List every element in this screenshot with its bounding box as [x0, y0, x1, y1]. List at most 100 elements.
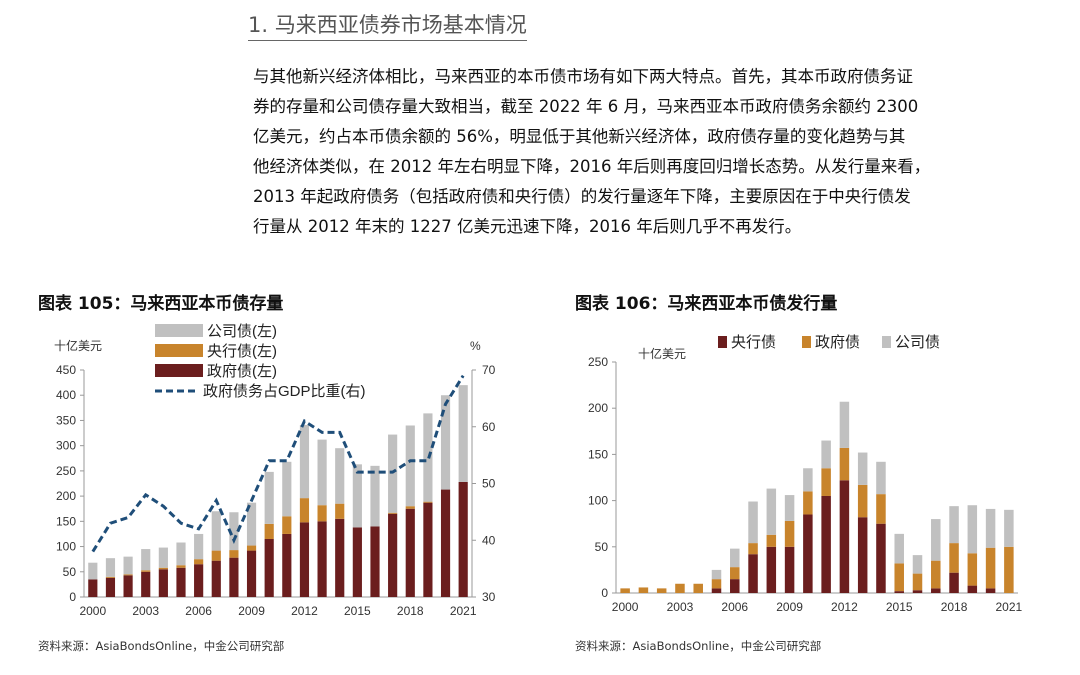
bar-segment	[458, 481, 468, 597]
bar-segment	[857, 484, 868, 518]
bar-segment	[876, 523, 886, 593]
chart-issuance: 0 50 100 150 200 250 十亿美元 2000 2003 2006 2009 2012 2…	[588, 334, 1023, 614]
x-tick-label: 2009	[776, 600, 803, 614]
bar-segment	[803, 514, 813, 593]
bar-segment	[876, 461, 886, 495]
x-tick-label: 2009	[238, 604, 265, 618]
bar-segment	[335, 518, 345, 597]
y2-tick-label: 40	[482, 533, 496, 547]
y-tick-label: 300	[56, 439, 76, 453]
figure2-source: 资料来源：AsiaBondsOnline，中金公司研究部	[575, 639, 822, 653]
bar-segment	[282, 533, 292, 597]
series-line	[91, 374, 465, 553]
bar-segment	[766, 488, 777, 535]
legend-label: 政府债(左)	[207, 363, 277, 380]
bar-segment	[711, 579, 722, 589]
bar-segment	[229, 550, 239, 558]
chart-outstanding-stock: 0 50 100 150 200 250 300 350 400 450 十亿美元 2000 2003 2…	[54, 323, 496, 618]
x-tick-label: 2021	[996, 600, 1023, 614]
y-axis-label: 十亿美元	[54, 338, 102, 353]
bar-segment	[967, 585, 978, 593]
bar-segment	[211, 560, 221, 597]
bar-segment	[1004, 546, 1014, 593]
bar-segment	[423, 501, 433, 503]
x-tick-label: 2003	[132, 604, 159, 618]
y-tick-label: 100	[588, 494, 608, 508]
paragraph-line: 2013 年起政府债务（包括政府债和央行债）的发行量逐年下降，主要原因在于中央行…	[253, 187, 911, 206]
bar-segment	[246, 545, 257, 551]
legend-swatch	[155, 324, 203, 337]
legend-swatch	[155, 364, 203, 377]
bar-segment	[912, 573, 923, 591]
bar-segment	[839, 401, 850, 448]
bar-segment	[894, 563, 904, 592]
bar-segment	[839, 480, 850, 593]
bar-segment	[105, 576, 116, 578]
bar-segment	[352, 527, 362, 597]
y2-axis-label: %	[470, 339, 481, 353]
bar-segment	[176, 567, 186, 597]
paragraph-line: 与其他新兴经济体相比，马来西亚的本币债市场有如下两大特点。首先，其本币政府债务证	[253, 67, 913, 86]
bar-segment	[912, 590, 923, 593]
bar-segment	[985, 508, 996, 548]
bar-segment	[123, 556, 133, 575]
y-tick-label: 150	[56, 514, 76, 528]
bar-segment	[839, 447, 850, 481]
bar-segment	[784, 495, 795, 521]
legend-label: 公司债(左)	[207, 323, 277, 340]
x-tick-label: 2015	[344, 604, 371, 618]
bar-segment	[158, 567, 168, 570]
bar-segment	[748, 543, 758, 555]
bar-segment	[821, 440, 831, 469]
bar-segment	[821, 468, 831, 496]
bar-segment	[784, 520, 795, 547]
bar-segment	[766, 546, 777, 593]
bar-segment	[821, 495, 831, 593]
bar-segment	[141, 570, 151, 572]
paragraph-line: 他经济体类似，在 2012 年左右明显下降，2016 年后则再度回归增长态势。从…	[253, 157, 931, 176]
legend-label: 政府债	[815, 334, 860, 351]
bar-segment	[352, 464, 362, 528]
bar-segment	[282, 461, 292, 517]
legend-swatch	[155, 344, 203, 357]
y-axis-label: 十亿美元	[638, 346, 686, 361]
bar-segment	[405, 425, 415, 507]
bar-segment	[246, 502, 257, 546]
bar-segment	[423, 502, 433, 597]
figure2-title: 图表 106：马来西亚本币债发行量	[575, 294, 838, 314]
x-tick-label: 2018	[941, 600, 968, 614]
x-tick-label: 2015	[886, 600, 913, 614]
x-tick-label: 2000	[79, 604, 106, 618]
bar-segment	[370, 526, 380, 597]
bar-segment	[857, 517, 868, 593]
bar-segment	[985, 588, 996, 593]
y-tick-label: 400	[56, 388, 76, 402]
paragraph-line: 券的存量和公司债存量大致相当，截至 2022 年 6 月，马来西亚本币政府债务余…	[253, 97, 919, 116]
y-tick-label: 200	[56, 489, 76, 503]
y-tick-label: 50	[595, 540, 609, 554]
bar-segment	[440, 489, 451, 597]
y-tick-label: 350	[56, 413, 76, 427]
bar-segment	[711, 588, 722, 593]
bar-segment	[105, 558, 116, 577]
legend-label: 央行债	[731, 334, 776, 351]
bar-segment	[299, 522, 310, 597]
body-paragraph: 与其他新兴经济体相比，马来西亚的本币债市场有如下两大特点。首先，其本币政府债务证…	[253, 62, 1043, 242]
bar-segment	[211, 511, 221, 551]
bar-segment	[299, 424, 310, 499]
bar-segment	[1004, 509, 1014, 547]
bar-segment	[931, 519, 941, 561]
bar-segment	[405, 506, 415, 509]
bar-segment	[931, 560, 941, 589]
bar-segment	[656, 588, 667, 593]
bar-segment	[176, 565, 186, 568]
y-tick-label: 250	[588, 355, 608, 369]
y2-tick-label: 30	[482, 590, 496, 604]
y-tick-label: 50	[63, 565, 77, 579]
legend-swatch	[718, 336, 727, 348]
bar-segment	[282, 516, 292, 534]
figure1-title: 图表 105：马来西亚本币债存量	[38, 294, 284, 314]
bar-segment	[876, 494, 886, 524]
bar-segment	[405, 508, 415, 597]
bar-segment	[141, 549, 151, 571]
